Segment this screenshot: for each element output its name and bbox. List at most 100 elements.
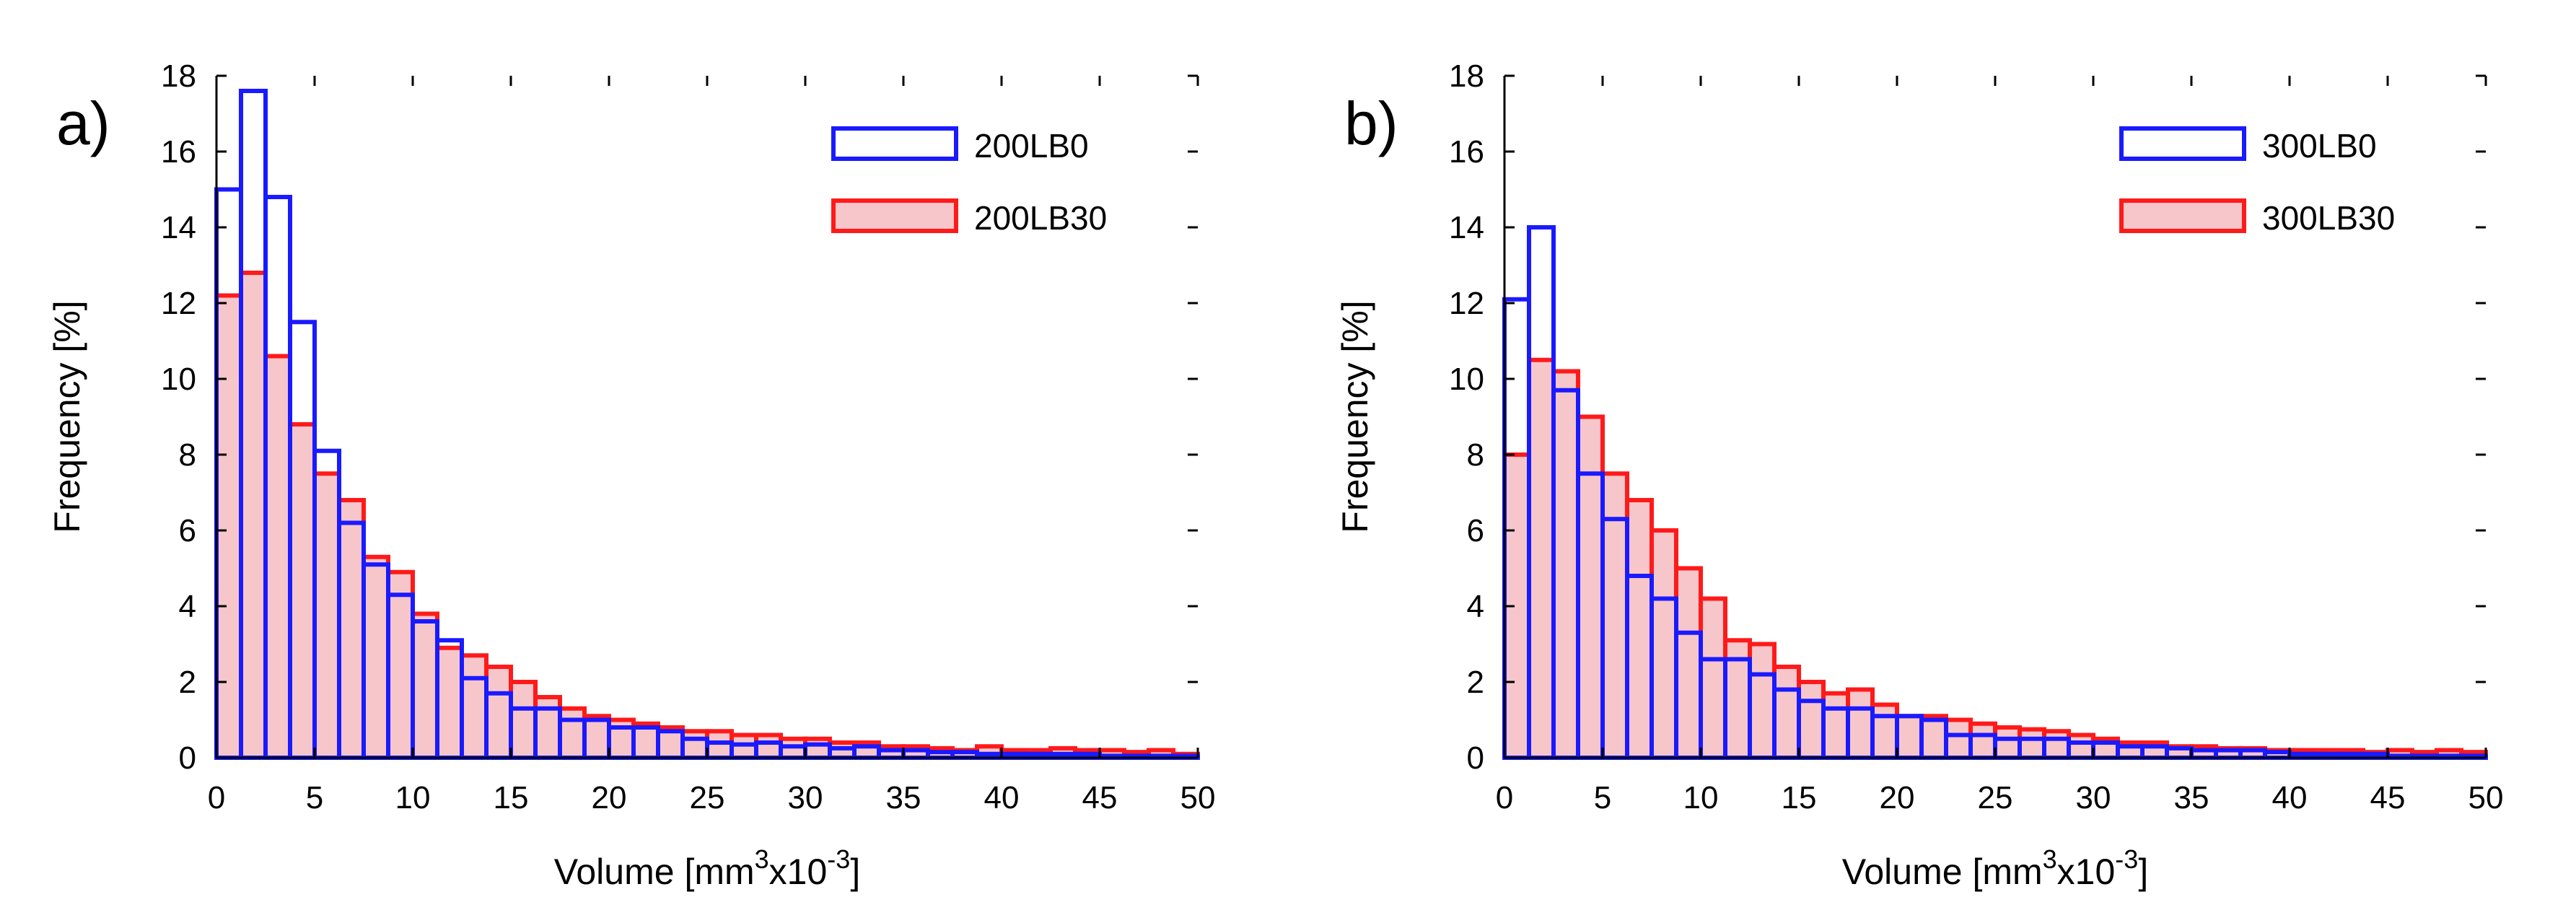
bar-300LB30-14 [1846, 687, 1875, 760]
x-tick-label: 30 [788, 780, 823, 815]
x-tick-label: 35 [2174, 780, 2209, 815]
legend-label: 200LB0 [974, 127, 1089, 165]
bar-200LB30-7 [386, 569, 415, 760]
x-tick-label: 15 [494, 780, 529, 815]
x-axis-title: Volume [mm3x10-3] [1842, 844, 2148, 892]
histogram-b: 0 5 10 15 20 25 30 35 40 45 50 0 2 4 6 8 10 12 14 16 18 Frequ… [1335, 58, 2504, 892]
legend-label: 200LB30 [974, 199, 1107, 237]
y-tick-label: 2 [1467, 665, 1484, 700]
x-tick-label: 40 [984, 780, 1020, 815]
chart-panel-b: 0 5 10 15 20 25 30 35 40 45 50 0 2 4 6 8 10 12 14 16 18 Frequ… [1288, 0, 2576, 923]
bar-300LB30-2 [1551, 369, 1580, 760]
bar-200LB30-4 [312, 471, 341, 760]
bar-300LB30-4 [1600, 471, 1629, 760]
bar-300LB30-19 [1968, 721, 1997, 760]
y-tick-label: 0 [179, 740, 196, 776]
x-tick-label: 35 [886, 780, 921, 815]
legend-label: 300LB0 [2262, 127, 2377, 165]
bar-300LB30-23 [2067, 732, 2095, 760]
bar-200LB30-22 [754, 732, 783, 760]
y-tick-label: 18 [1449, 58, 1484, 94]
x-tick-label: 5 [1594, 780, 1611, 815]
y-tick-label: 6 [179, 513, 196, 548]
bar-300LB30-15 [1870, 702, 1899, 760]
bar-300LB30-8 [1699, 596, 1727, 760]
bar-200LB30-2 [263, 354, 292, 760]
bar-200LB30-19 [680, 729, 709, 760]
x-tick-label: 25 [1978, 780, 2013, 815]
panel-label: a) [56, 89, 110, 157]
bar-200LB30-1 [239, 271, 268, 760]
series-200LB0 [214, 89, 1200, 760]
bar-200LB30-3 [288, 422, 317, 760]
bar-200LB30-15 [582, 714, 611, 760]
bar-200LB30-11 [484, 665, 513, 760]
y-tick-label: 16 [1449, 134, 1484, 170]
y-tick-label: 16 [161, 134, 196, 170]
x-tick-label: 50 [2468, 780, 2504, 815]
bar-300LB30-7 [1674, 566, 1703, 760]
bar-300LB30-6 [1650, 528, 1678, 760]
chart-panel-a: 0 5 10 15 20 25 30 35 40 45 50 0 2 4 6 8 10 12 14 16 18 Frequ… [47, 58, 1216, 892]
bar-200LB30-6 [362, 554, 390, 760]
y-tick-label: 18 [161, 58, 196, 94]
bar-300LB30-12 [1797, 680, 1826, 760]
bar-200LB30-5 [337, 498, 366, 760]
y-tick-label: 8 [179, 437, 196, 473]
bar-200LB30-8 [411, 611, 439, 760]
bar-300LB30-1 [1527, 357, 1556, 760]
x-tick-label: 20 [1880, 780, 1915, 815]
bar-300LB30-10 [1748, 642, 1777, 760]
y-tick-label: 14 [1449, 210, 1484, 245]
x-tick-label: 20 [592, 780, 627, 815]
histogram-a: 0 5 10 15 20 25 30 35 40 45 50 0 2 4 6 8 10 12 14 16 18 Frequ… [47, 58, 1216, 892]
bar-300LB30-11 [1772, 665, 1801, 760]
x-tick-label: 50 [1180, 780, 1216, 815]
x-tick-label: 40 [2272, 780, 2308, 815]
x-tick-label: 25 [690, 780, 725, 815]
bar-200LB30-24 [803, 736, 832, 760]
legend-swatch-300LB30 [2119, 198, 2246, 233]
legend-swatch-200LB0 [831, 126, 958, 161]
y-tick-label: 10 [161, 362, 196, 397]
bar-300LB30-3 [1576, 414, 1605, 760]
legend-swatch-200LB30 [831, 198, 958, 233]
bar-200LB30-0 [214, 293, 243, 760]
x-tick-label: 0 [1496, 780, 1513, 815]
bar-300LB30-16 [1895, 714, 1924, 760]
bar-200LB30-13 [533, 695, 562, 760]
y-tick-label: 0 [1467, 740, 1484, 776]
x-tick-label: 15 [1782, 780, 1817, 815]
bar-300LB30-18 [1944, 717, 1973, 760]
bar-200LB30-12 [509, 680, 538, 760]
bar-300LB30-21 [2018, 727, 2046, 760]
y-axis-title: Frequency [%] [1335, 300, 1375, 533]
panel-label: b) [1344, 89, 1398, 157]
x-tick-label: 45 [1082, 780, 1118, 815]
bar-300LB30-13 [1821, 691, 1850, 760]
y-tick-label: 4 [179, 589, 196, 624]
legend-swatch-300LB0 [2119, 126, 2246, 161]
bar-200LB30-10 [460, 653, 489, 760]
x-tick-label: 10 [395, 780, 431, 815]
y-tick-label: 10 [1449, 362, 1484, 397]
x-tick-label: 30 [2076, 780, 2111, 815]
y-tick-label: 6 [1467, 513, 1484, 548]
bar-300LB30-17 [1919, 714, 1948, 760]
bar-200LB30-9 [435, 645, 464, 760]
y-tick-label: 4 [1467, 589, 1484, 624]
x-tick-label: 0 [208, 780, 225, 815]
legend-label: 300LB30 [2262, 199, 2395, 237]
bar-300LB30-5 [1625, 498, 1654, 760]
bar-300LB30-22 [2042, 729, 2071, 760]
x-axis-title: Volume [mm3x10-3] [554, 844, 860, 892]
y-tick-label: 2 [179, 665, 196, 700]
series-300LB0 [1502, 225, 2488, 760]
x-tick-label: 5 [306, 780, 323, 815]
bar-200LB30-14 [558, 706, 587, 760]
x-tick-label: 45 [2370, 780, 2406, 815]
y-tick-label: 8 [1467, 437, 1484, 473]
bar-300LB30-20 [1993, 725, 2022, 760]
y-tick-label: 14 [161, 210, 196, 245]
y-axis-title: Frequency [%] [47, 300, 87, 533]
